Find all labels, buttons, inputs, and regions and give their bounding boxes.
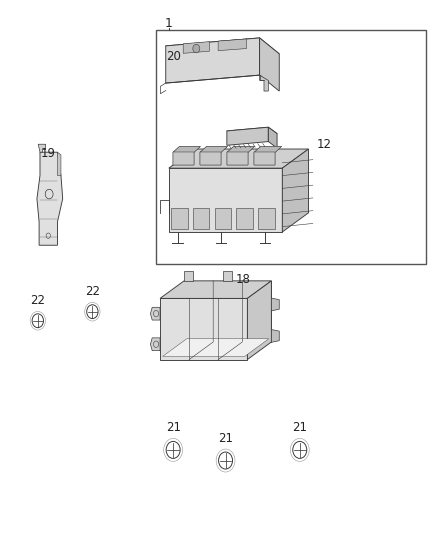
Polygon shape (227, 147, 254, 152)
Polygon shape (37, 152, 63, 245)
Polygon shape (260, 38, 279, 91)
Polygon shape (160, 298, 247, 360)
Polygon shape (272, 329, 279, 342)
Polygon shape (150, 338, 160, 351)
Polygon shape (200, 147, 227, 152)
Polygon shape (247, 281, 272, 360)
Polygon shape (254, 152, 276, 165)
Text: 21: 21 (292, 421, 307, 434)
Polygon shape (166, 38, 279, 62)
Text: 1: 1 (165, 17, 173, 29)
Polygon shape (227, 127, 268, 146)
Polygon shape (227, 147, 254, 152)
Bar (258, 208, 275, 229)
Text: 21: 21 (218, 432, 233, 445)
Polygon shape (150, 308, 160, 320)
Polygon shape (268, 127, 277, 148)
Bar (155, 30, 426, 264)
Bar (193, 208, 209, 229)
Bar (215, 208, 231, 229)
Circle shape (193, 44, 200, 53)
Polygon shape (254, 147, 282, 152)
Polygon shape (166, 38, 260, 83)
Polygon shape (38, 144, 46, 152)
Polygon shape (173, 152, 194, 165)
Polygon shape (254, 152, 276, 165)
Polygon shape (173, 147, 201, 152)
Polygon shape (183, 42, 209, 53)
Polygon shape (200, 152, 221, 165)
Polygon shape (173, 147, 201, 152)
Polygon shape (227, 152, 248, 165)
Text: 19: 19 (40, 147, 55, 160)
Polygon shape (169, 168, 283, 232)
Polygon shape (200, 147, 227, 152)
Text: 12: 12 (316, 138, 331, 151)
Polygon shape (254, 147, 282, 152)
Polygon shape (184, 281, 272, 342)
Polygon shape (173, 152, 194, 165)
Polygon shape (272, 298, 279, 311)
Polygon shape (57, 152, 61, 175)
Bar (237, 208, 253, 229)
Polygon shape (260, 75, 268, 91)
Polygon shape (283, 149, 308, 232)
Text: 22: 22 (30, 294, 45, 307)
Text: 20: 20 (166, 50, 180, 63)
Polygon shape (227, 127, 277, 138)
Text: 21: 21 (166, 421, 180, 434)
Polygon shape (184, 271, 193, 281)
Polygon shape (160, 281, 272, 298)
Polygon shape (227, 152, 248, 165)
Bar (171, 208, 187, 229)
Polygon shape (218, 39, 247, 51)
Polygon shape (223, 271, 232, 281)
Polygon shape (200, 152, 221, 165)
Text: 22: 22 (85, 285, 100, 298)
Polygon shape (162, 339, 269, 357)
Polygon shape (169, 149, 308, 168)
Text: 18: 18 (236, 273, 251, 286)
